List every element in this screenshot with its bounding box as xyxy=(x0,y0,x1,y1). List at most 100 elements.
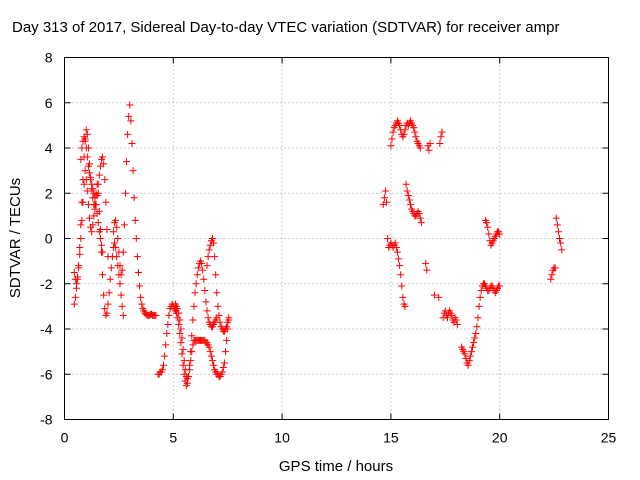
plot-frame xyxy=(64,57,609,420)
data-point xyxy=(94,219,102,227)
y-tick-label: -2 xyxy=(40,276,53,292)
data-point xyxy=(205,246,213,254)
data-point xyxy=(186,366,194,374)
y-tick-label: 0 xyxy=(45,231,53,247)
y-tick-label: 8 xyxy=(45,50,53,66)
data-point xyxy=(82,144,90,152)
data-point xyxy=(80,180,88,188)
data-point xyxy=(215,311,223,319)
data-point xyxy=(132,235,140,242)
data-point xyxy=(92,201,100,209)
data-point xyxy=(438,128,446,136)
data-point xyxy=(381,187,389,195)
data-point xyxy=(392,244,400,252)
data-point xyxy=(93,210,101,218)
data-point xyxy=(91,194,99,202)
y-tick-label: -4 xyxy=(40,321,53,337)
data-point xyxy=(129,167,137,175)
data-point xyxy=(88,228,96,236)
data-point xyxy=(113,253,121,261)
data-point xyxy=(124,130,132,138)
data-point xyxy=(223,336,231,344)
data-point xyxy=(136,282,144,290)
data-point xyxy=(87,176,95,184)
data-point xyxy=(208,235,216,242)
data-point xyxy=(393,248,401,256)
data-point xyxy=(452,316,460,324)
data-point xyxy=(100,291,108,299)
data-point xyxy=(117,291,125,299)
data-point xyxy=(178,334,186,342)
data-point xyxy=(219,363,227,371)
data-point xyxy=(193,271,201,279)
x-tick-label: 5 xyxy=(169,430,177,446)
data-point xyxy=(175,309,183,317)
data-point xyxy=(116,280,124,288)
data-point xyxy=(556,235,564,242)
data-point xyxy=(160,361,168,369)
data-point xyxy=(453,320,461,328)
data-point xyxy=(552,214,560,222)
data-point xyxy=(216,318,224,326)
data-point xyxy=(416,214,424,222)
data-point xyxy=(133,253,141,261)
data-point xyxy=(399,293,407,301)
data-point xyxy=(119,311,127,319)
data-point xyxy=(396,262,404,270)
data-point xyxy=(200,275,208,283)
data-point xyxy=(547,275,555,283)
data-point xyxy=(89,185,97,193)
data-point xyxy=(223,323,231,331)
data-point xyxy=(199,266,207,274)
data-point xyxy=(483,219,491,227)
data-point xyxy=(220,359,228,367)
data-point xyxy=(471,334,479,342)
data-point xyxy=(179,361,187,369)
y-tick-label: 4 xyxy=(45,140,53,156)
data-point xyxy=(210,239,218,247)
x-tick-label: 25 xyxy=(601,430,617,446)
data-point xyxy=(395,255,403,263)
data-point xyxy=(189,341,197,349)
data-point xyxy=(83,187,91,195)
data-point xyxy=(443,314,451,322)
data-point xyxy=(96,235,104,242)
data-point xyxy=(400,130,408,138)
data-point xyxy=(89,221,97,229)
data-point xyxy=(389,128,397,136)
data-point xyxy=(88,180,96,188)
data-point xyxy=(118,302,126,310)
data-point xyxy=(99,248,107,256)
data-point xyxy=(189,316,197,324)
data-point xyxy=(412,133,420,141)
data-point xyxy=(161,352,169,360)
data-point xyxy=(218,368,226,376)
data-point xyxy=(75,262,83,270)
data-point xyxy=(158,366,166,374)
data-point xyxy=(71,293,79,301)
data-point xyxy=(78,216,86,224)
data-point xyxy=(123,158,131,166)
data-point xyxy=(114,235,122,242)
data-point xyxy=(410,124,418,132)
data-point xyxy=(179,345,187,353)
data-point xyxy=(103,225,111,233)
data-point xyxy=(204,314,212,322)
data-point xyxy=(467,348,475,356)
data-point xyxy=(102,198,110,206)
data-point xyxy=(437,133,445,141)
tick-labels: 0 5 10 15 20 25 -8 -6 -4 -2 0 2 4 6 8 xyxy=(40,50,616,446)
data-point xyxy=(97,241,105,249)
data-point xyxy=(128,139,136,147)
data-point xyxy=(83,153,91,161)
data-point xyxy=(188,332,196,340)
data-point xyxy=(208,357,216,365)
data-point xyxy=(77,155,85,163)
data-point xyxy=(422,259,430,267)
data-point xyxy=(76,244,84,252)
data-point xyxy=(138,300,146,308)
data-point xyxy=(423,266,431,274)
data-point xyxy=(474,314,482,322)
x-axis-label: GPS time / hours xyxy=(279,458,393,475)
data-point xyxy=(485,230,493,238)
